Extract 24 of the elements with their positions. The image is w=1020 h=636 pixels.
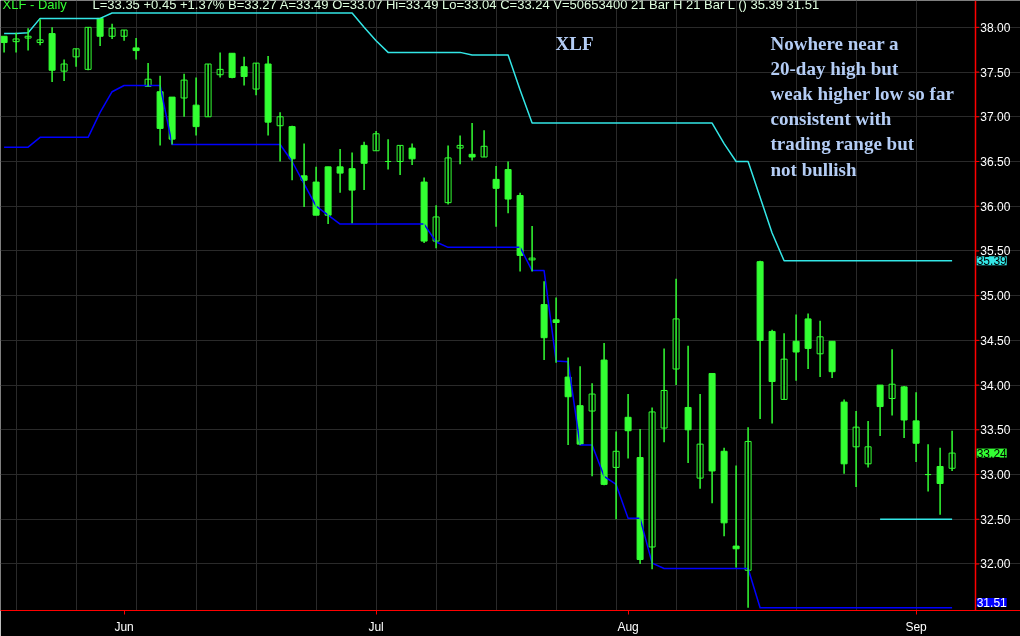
y-tick-label: 36.00 xyxy=(980,199,1011,214)
text: 31.51 xyxy=(976,595,1008,610)
x-tick-label: Sep xyxy=(905,619,928,634)
x-tick-label: Jun xyxy=(114,619,134,634)
annotation: Nowhere near a 20-day high but weak higher low so far consistent with trading range but not bullish xyxy=(770,32,955,180)
y-tick-label: 33.50 xyxy=(980,423,1011,438)
candlestick xyxy=(528,225,536,273)
text: 33.24 xyxy=(976,446,1008,461)
y-tick-label: 38.00 xyxy=(980,20,1011,35)
candlestick xyxy=(120,29,128,42)
y-tick-label: 37.50 xyxy=(980,65,1011,80)
x-tick-label: Aug xyxy=(617,619,639,634)
y-tick-label: 36.50 xyxy=(980,155,1011,169)
x-tick-label: Jul xyxy=(368,619,384,634)
y-tick-label: 37.00 xyxy=(980,110,1011,125)
annotation: XLF xyxy=(555,32,594,54)
text: 35.39 xyxy=(976,254,1008,269)
y-tick-label: 34.50 xyxy=(980,333,1011,348)
candlestick xyxy=(204,63,212,118)
y-tick-label: 34.00 xyxy=(980,378,1011,393)
y-tick-label: 35.00 xyxy=(980,289,1011,304)
y-tick-label: 32.00 xyxy=(980,557,1011,572)
y-tick-label: 33.00 xyxy=(980,468,1011,483)
y-tick-label: 32.50 xyxy=(980,512,1011,527)
